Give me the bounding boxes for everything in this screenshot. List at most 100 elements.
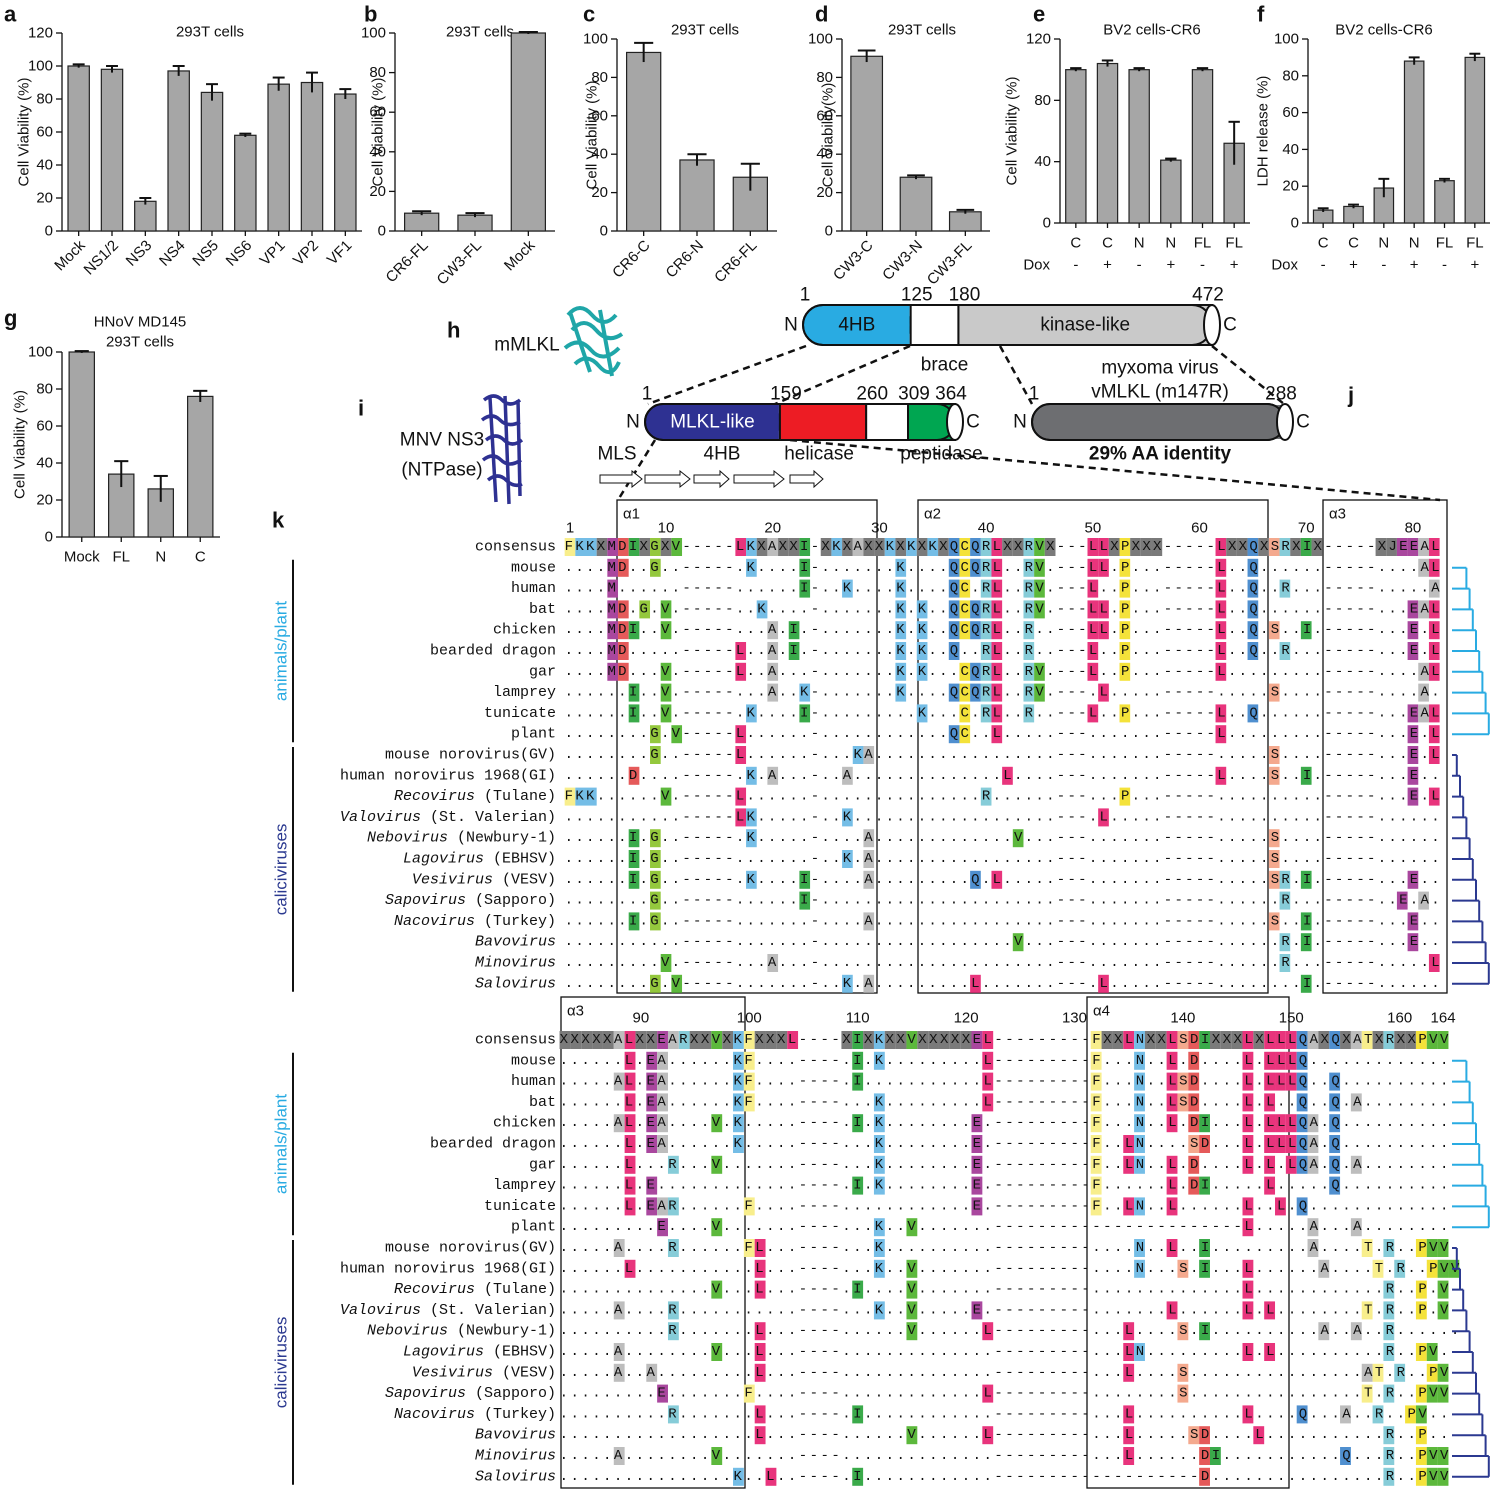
residue-highlight [1426,1259,1438,1278]
bar [1434,180,1455,224]
residue-highlight [1101,1031,1113,1049]
residue-highlight [1329,1176,1341,1195]
residue-highlight [971,1176,983,1195]
y-axis-label: Cell Viability (%) [584,81,601,190]
residue-highlight [1199,1259,1210,1278]
residue-highlight [667,1405,679,1424]
residue-highlight [646,1031,658,1049]
residue-highlight [618,600,629,619]
helix-boxes [560,499,1448,1489]
residue-highlight [1123,1363,1135,1382]
connector [789,438,1441,502]
residue-highlight [1264,1093,1276,1112]
sequence: ........G..-----L......-...KA...........… [565,747,1440,763]
panel-letter: a [4,2,17,27]
residue-highlight [1264,1155,1276,1174]
residue-highlight [660,662,672,681]
residue-highlight [1307,1135,1319,1153]
y-axis-label: Cell Viability (%) [370,78,387,187]
x-tick-label: NS5 [189,237,222,270]
residue-highlight [1290,538,1301,556]
group-label: caliciviruses [272,824,291,916]
residue-highlight [754,1426,766,1445]
residue-highlight [650,725,661,744]
row-name: bat [529,1094,556,1111]
x-tick-label: C [1318,235,1329,252]
residue-highlight [613,1447,625,1465]
residue-highlight [1300,870,1312,889]
row-name: chicken [493,622,556,639]
residue-highlight [756,600,768,619]
residue-highlight [1253,1426,1265,1445]
domain-fill [823,306,910,344]
sequence: .........E.......F....----.............L… [560,1386,1449,1402]
residue-highlight [1098,974,1109,993]
helix-label: α1 [623,506,640,523]
residue-highlight [982,1093,994,1112]
residue-highlight [1034,683,1045,702]
residue-highlight [1151,538,1163,556]
residue-highlight [1242,1301,1254,1320]
y-tick-label: 60 [1282,104,1299,121]
residue-highlight [1361,1239,1373,1257]
chart-panel: c 293T cells Cell Viability (%) 0 20 40 60 80 10… [583,2,777,286]
bar [1096,62,1119,224]
x-tick-label: CR6-FL [383,237,432,286]
residue-highlight [1415,1467,1427,1486]
domain-label: MLKL-like [670,412,754,433]
residue-highlight [1119,538,1131,556]
residue-highlight [1407,642,1419,660]
domain-label: helicase [784,444,854,465]
row-strain: (St. Valerian) [430,809,556,826]
residue-highlight [735,725,747,744]
treatment-sign: - [1137,257,1142,274]
treatment-sign: - [1442,257,1447,274]
residue-highlight [1134,1093,1145,1112]
residue-highlight [754,1031,766,1049]
residue-highlight [1023,662,1035,681]
residue-highlight [1279,933,1291,952]
residue-highlight [628,683,640,702]
residue-highlight [689,1031,701,1049]
y-tick-label: 20 [36,190,53,207]
residue-highlight [1155,1031,1167,1049]
protein-end [1276,403,1294,441]
residue-highlight [711,1155,723,1174]
row-genus: Salovirus [475,975,556,992]
row-genus: Bavovirus [475,934,556,951]
residue-highlight [639,538,651,556]
residue-highlight [602,1031,614,1049]
residue-highlight [646,1114,658,1133]
residue-highlight [1300,621,1312,640]
residue-highlight [613,1239,625,1257]
sequence: ......L.EA......K.....----...K........E.… [560,1136,1449,1152]
residue-highlight [1188,1135,1200,1153]
row-genus: Recovirus [394,788,475,805]
sequence: .....A........V.......----..............… [560,1448,1449,1464]
residue-highlight [1199,1031,1210,1049]
residue-highlight [678,1031,690,1049]
residue-highlight [971,1301,983,1320]
residue-highlight [980,621,992,640]
residue-highlight [1123,1031,1135,1049]
y-tick-label: 20 [816,184,833,201]
residue-highlight [970,538,981,556]
residue-highlight [1428,662,1440,681]
sequence: ......L.EAR......F....----............E.… [560,1198,1449,1214]
residue-highlight [1268,621,1280,640]
residue-highlight [1242,1114,1254,1133]
y-axis-label: LDH release (%) [1255,76,1272,187]
position-label: 1 [1029,384,1040,405]
chart-title: BV2 cells-CR6 [1103,22,1201,39]
residue-highlight [982,1072,994,1091]
residue-highlight [1215,621,1227,640]
x-tick-label: CR6-C [609,237,654,282]
residue-highlight [1166,1072,1178,1091]
residue-highlight [1407,870,1419,889]
residue-highlight [1177,1093,1189,1112]
bar [850,55,884,232]
residue-highlight [1405,1031,1416,1049]
helix-label: α4 [1093,1003,1110,1020]
residue-highlight [1002,538,1013,556]
position-label: 364 [935,384,967,405]
